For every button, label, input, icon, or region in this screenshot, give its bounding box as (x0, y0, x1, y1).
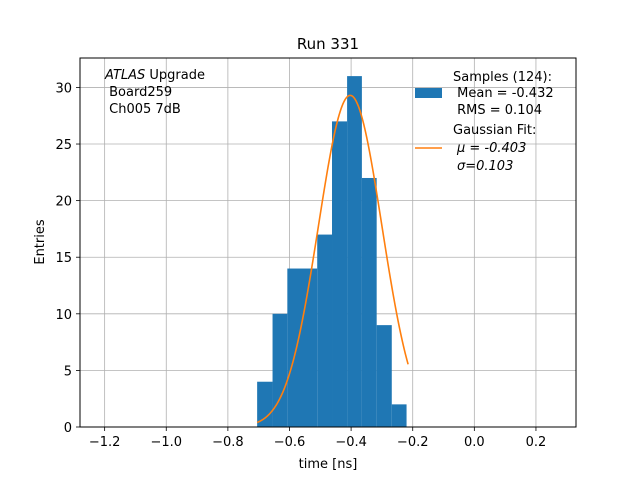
histogram-bar (347, 76, 362, 428)
histogram-bar (376, 325, 392, 427)
y-tick-label: 30 (55, 81, 72, 96)
histogram-bar (361, 177, 377, 427)
histogram-bar (272, 313, 288, 427)
atlas-italic: ATLAS (104, 68, 145, 83)
legend-samples-patch (415, 88, 442, 98)
x-tick-label: 0.2 (526, 435, 547, 450)
channel-label: Ch005 7dB (105, 102, 181, 117)
legend-fit-mu: μ = -0.403 (456, 141, 526, 156)
chart-title: Run 331 (297, 35, 359, 53)
y-tick-label: 15 (55, 251, 72, 266)
plot-frame (79, 57, 577, 428)
histogram-bar (257, 381, 273, 427)
x-tick-label: −0.4 (335, 435, 367, 450)
gaussian-fit-layer (256, 94, 409, 424)
histogram-bar (317, 234, 333, 427)
x-tick-label: −1.2 (89, 435, 121, 450)
legend-fit-title: Gaussian Fit: (453, 123, 536, 138)
x-axis-ticks: −1.2 −1.0 −0.8 −0.6 −0.4 −0.2 0.0 0.2 (89, 427, 546, 450)
histogram-bar (287, 268, 318, 427)
x-tick-label: −0.2 (397, 435, 429, 450)
atlas-label: ATLAS Upgrade (104, 68, 205, 83)
y-tick-label: 5 (64, 364, 72, 379)
x-axis-label: time [ns] (299, 457, 358, 472)
legend-samples-mean: Mean = -0.432 (453, 86, 554, 101)
legend-samples-title: Samples (124): (453, 70, 552, 85)
y-tick-label: 20 (55, 195, 72, 210)
x-tick-label: 0.0 (464, 435, 485, 450)
y-tick-label: 25 (55, 138, 72, 153)
legend-samples-rms: RMS = 0.104 (453, 103, 542, 118)
legend: Samples (124): Mean = -0.432 RMS = 0.104… (415, 70, 554, 174)
atlas-upgrade: Upgrade (145, 68, 205, 83)
y-tick-label: 10 (55, 308, 72, 323)
y-axis-label: Entries (33, 219, 48, 265)
annotation-box: ATLAS Upgrade Board259 Ch005 7dB (104, 68, 205, 117)
histogram-bars (257, 76, 407, 428)
legend-fit-sigma: σ=0.103 (457, 159, 513, 174)
x-tick-label: −0.8 (212, 435, 244, 450)
histogram-bar (332, 121, 348, 427)
y-axis-ticks: 0 5 10 15 20 25 30 (55, 81, 80, 436)
x-tick-label: −1.0 (150, 435, 182, 450)
x-tick-label: −0.6 (274, 435, 306, 450)
histogram-bar (391, 404, 407, 427)
board-label: Board259 (105, 85, 172, 100)
gaussian-fit-curve (256, 94, 409, 424)
y-tick-label: 0 (64, 421, 72, 436)
